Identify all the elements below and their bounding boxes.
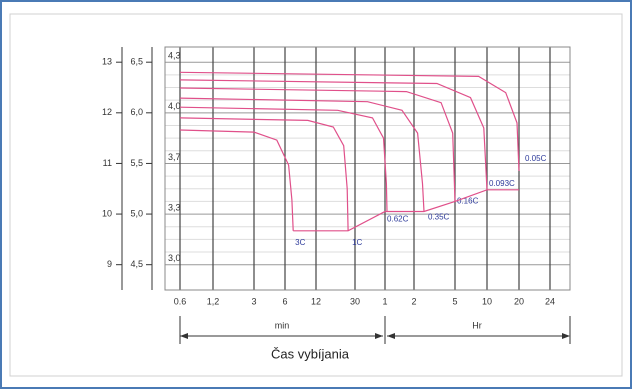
discharge-curve — [179, 79, 488, 190]
plot-border — [164, 46, 571, 291]
x-tick-label: 10 — [482, 296, 492, 306]
discharge-curve — [179, 97, 425, 212]
x-tick-label: 24 — [545, 296, 555, 306]
y3-tick-label: 4,0 — [168, 101, 181, 111]
discharge-curve — [179, 87, 456, 202]
x-tick-label: 1,2 — [207, 296, 220, 306]
x-tick-label: 3 — [251, 296, 256, 306]
y-tick-label: 10 — [102, 208, 112, 218]
cutoff-line — [293, 189, 519, 232]
curve-label: 0.05C — [525, 154, 547, 163]
curve-label: 0.093C — [489, 179, 515, 188]
y2-tick-label: 5,0 — [130, 208, 143, 218]
y2-tick-label: 6,5 — [130, 57, 143, 67]
unit-arrows — [179, 316, 571, 344]
curve-label: 0.16C — [457, 197, 479, 206]
x-tick-label: 12 — [311, 296, 321, 306]
y-tick-label: 11 — [103, 158, 112, 168]
discharge-curve — [179, 129, 294, 231]
y3-tick-label: 3,0 — [168, 253, 181, 263]
unit-min: min — [275, 320, 290, 330]
x-tick-label: 6 — [282, 296, 287, 306]
y-tick-label: 9 — [107, 259, 112, 269]
y-tick-label: 13 — [102, 57, 112, 67]
x-tick-label: 0.6 — [174, 296, 187, 306]
x-tick-label: 1 — [382, 296, 387, 306]
curve-label: 0.35C — [428, 213, 450, 222]
x-tick-label: 20 — [514, 296, 524, 306]
discharge-curve — [179, 106, 388, 212]
y2-tick-label: 5,5 — [130, 158, 143, 168]
x-tick-label: 2 — [411, 296, 416, 306]
x-axis-label: Čas vybíjania — [271, 346, 350, 361]
curve-label: 1C — [352, 238, 362, 247]
discharge-curve — [179, 117, 349, 231]
curve-label: 0.62C — [387, 215, 409, 224]
unit-hr: Hr — [472, 320, 482, 330]
discharge-curve — [179, 71, 520, 172]
curve-label: 3C — [295, 238, 305, 247]
y2-tick-label: 6,0 — [130, 107, 143, 117]
y3-tick-label: 3,3 — [168, 202, 181, 212]
y2-tick-label: 4,5 — [130, 259, 143, 269]
y3-tick-label: 4,3 — [168, 51, 181, 61]
inner-frame — [9, 13, 623, 377]
y-tick-label: 12 — [102, 107, 112, 117]
x-tick-label: 30 — [350, 296, 360, 306]
x-tick-label: 5 — [452, 296, 457, 306]
y3-tick-label: 3,7 — [168, 152, 181, 162]
